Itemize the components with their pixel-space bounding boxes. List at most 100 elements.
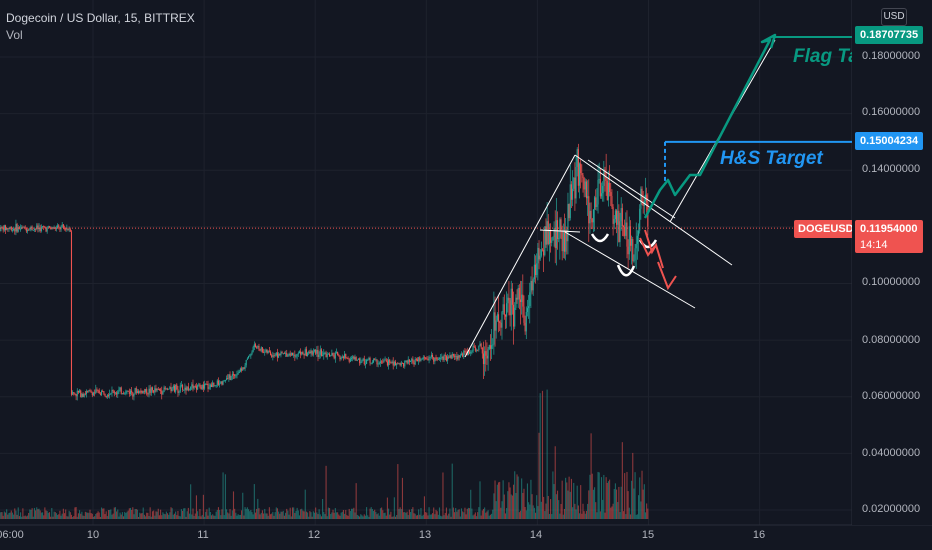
candle-body xyxy=(545,226,547,245)
volume-bar xyxy=(543,496,545,519)
volume-bar xyxy=(23,516,25,519)
volume-bar xyxy=(193,515,195,519)
volume-bar xyxy=(634,472,636,519)
volume-bar xyxy=(200,516,202,519)
candle-body xyxy=(112,390,114,392)
candle-body xyxy=(440,358,442,359)
candle-body xyxy=(435,357,437,359)
candle-body xyxy=(256,347,258,348)
volume-bar xyxy=(236,515,238,519)
volume-bar xyxy=(48,512,51,519)
volume-bar xyxy=(83,515,85,519)
candle-body xyxy=(444,355,446,357)
volume-bar xyxy=(344,513,346,519)
candle-body xyxy=(147,393,149,395)
volume-bar xyxy=(506,508,508,519)
volume-bar xyxy=(251,512,253,519)
volume-indicator-label[interactable]: Vol xyxy=(6,28,23,42)
candle-body xyxy=(267,350,269,354)
candle-body xyxy=(165,388,167,390)
candle-body xyxy=(510,288,512,316)
candle-body xyxy=(465,351,467,353)
candle-body xyxy=(4,225,7,231)
currency-button[interactable]: USD xyxy=(881,8,907,26)
volume-bar xyxy=(290,516,292,519)
volume-bar xyxy=(35,510,37,519)
candle-body xyxy=(141,390,143,394)
candle-body xyxy=(68,229,70,230)
volume-bar xyxy=(540,501,542,519)
volume-bar xyxy=(104,514,106,519)
volume-bar xyxy=(492,509,494,519)
candle-body xyxy=(521,294,523,302)
candle-body xyxy=(310,350,312,354)
volume-bar xyxy=(489,514,491,519)
volume-bar xyxy=(333,512,335,519)
volume-bar xyxy=(369,508,371,519)
candle-body xyxy=(260,347,262,351)
volume-bar xyxy=(184,508,186,519)
symbol-title[interactable]: Dogecoin / US Dollar, 15, BITTREX xyxy=(6,11,195,25)
volume-bar xyxy=(640,501,642,519)
candle-body xyxy=(415,358,417,360)
volume-bar xyxy=(457,509,459,519)
candle-body xyxy=(57,225,59,228)
volume-bar xyxy=(223,515,225,519)
flag-target-annotation[interactable]: Flag Ta xyxy=(793,46,859,67)
candle-body xyxy=(249,355,251,357)
candle-body xyxy=(2,227,4,231)
volume-bar xyxy=(51,507,53,519)
volume-bar xyxy=(234,508,236,519)
candle-body xyxy=(311,350,313,355)
candle-body xyxy=(214,385,216,387)
candle-body xyxy=(484,351,486,365)
candle-body xyxy=(251,351,253,354)
candle-body xyxy=(565,229,567,252)
symbol-price-tag: DOGEUSD xyxy=(794,220,858,238)
volume-bar xyxy=(280,511,282,519)
candle-body xyxy=(73,392,75,394)
volume-bar xyxy=(560,503,562,519)
candle-body xyxy=(629,226,631,246)
volume-bar xyxy=(383,513,385,519)
candle-body xyxy=(431,355,434,358)
candle-body xyxy=(541,249,544,251)
price-tick: 0.10000000 xyxy=(862,276,921,288)
volume-bar xyxy=(582,503,584,519)
volume-bar xyxy=(603,474,605,519)
volume-bar xyxy=(609,479,611,519)
candle-body xyxy=(442,356,444,360)
candle-body xyxy=(75,393,77,397)
price-axis[interactable]: 0.18000000 0.16000000 0.14000000 0.10000… xyxy=(852,0,932,525)
candle-body xyxy=(499,321,501,323)
candle-body xyxy=(406,360,408,364)
candle-body xyxy=(551,240,553,243)
candle-body xyxy=(283,353,285,354)
volume-bar xyxy=(273,515,275,519)
candle-body xyxy=(176,384,178,390)
hs-target-annotation[interactable]: H&S Target xyxy=(720,148,823,169)
candle-body xyxy=(146,389,148,394)
candle-body xyxy=(60,226,62,230)
volume-bar xyxy=(106,516,108,519)
time-axis[interactable]: 06:00 10 11 12 13 14 15 16 xyxy=(0,525,852,550)
volume-bar xyxy=(324,514,326,519)
volume-bar xyxy=(82,515,84,519)
candle-body xyxy=(635,243,637,249)
volume-bar xyxy=(598,472,600,519)
volume-bar xyxy=(584,513,586,519)
volume-bar xyxy=(163,513,165,519)
candle-body xyxy=(453,355,456,357)
volume-bar xyxy=(97,511,99,519)
candle-body xyxy=(126,390,128,392)
volume-bar xyxy=(308,516,310,519)
volume-bar xyxy=(170,507,172,519)
flag-upper-line-inner xyxy=(587,159,676,219)
volume-bar xyxy=(508,482,510,519)
candle-body xyxy=(23,226,25,228)
volume-bar xyxy=(427,515,429,519)
candle-body xyxy=(288,353,290,356)
flag-upper-line xyxy=(574,154,733,266)
